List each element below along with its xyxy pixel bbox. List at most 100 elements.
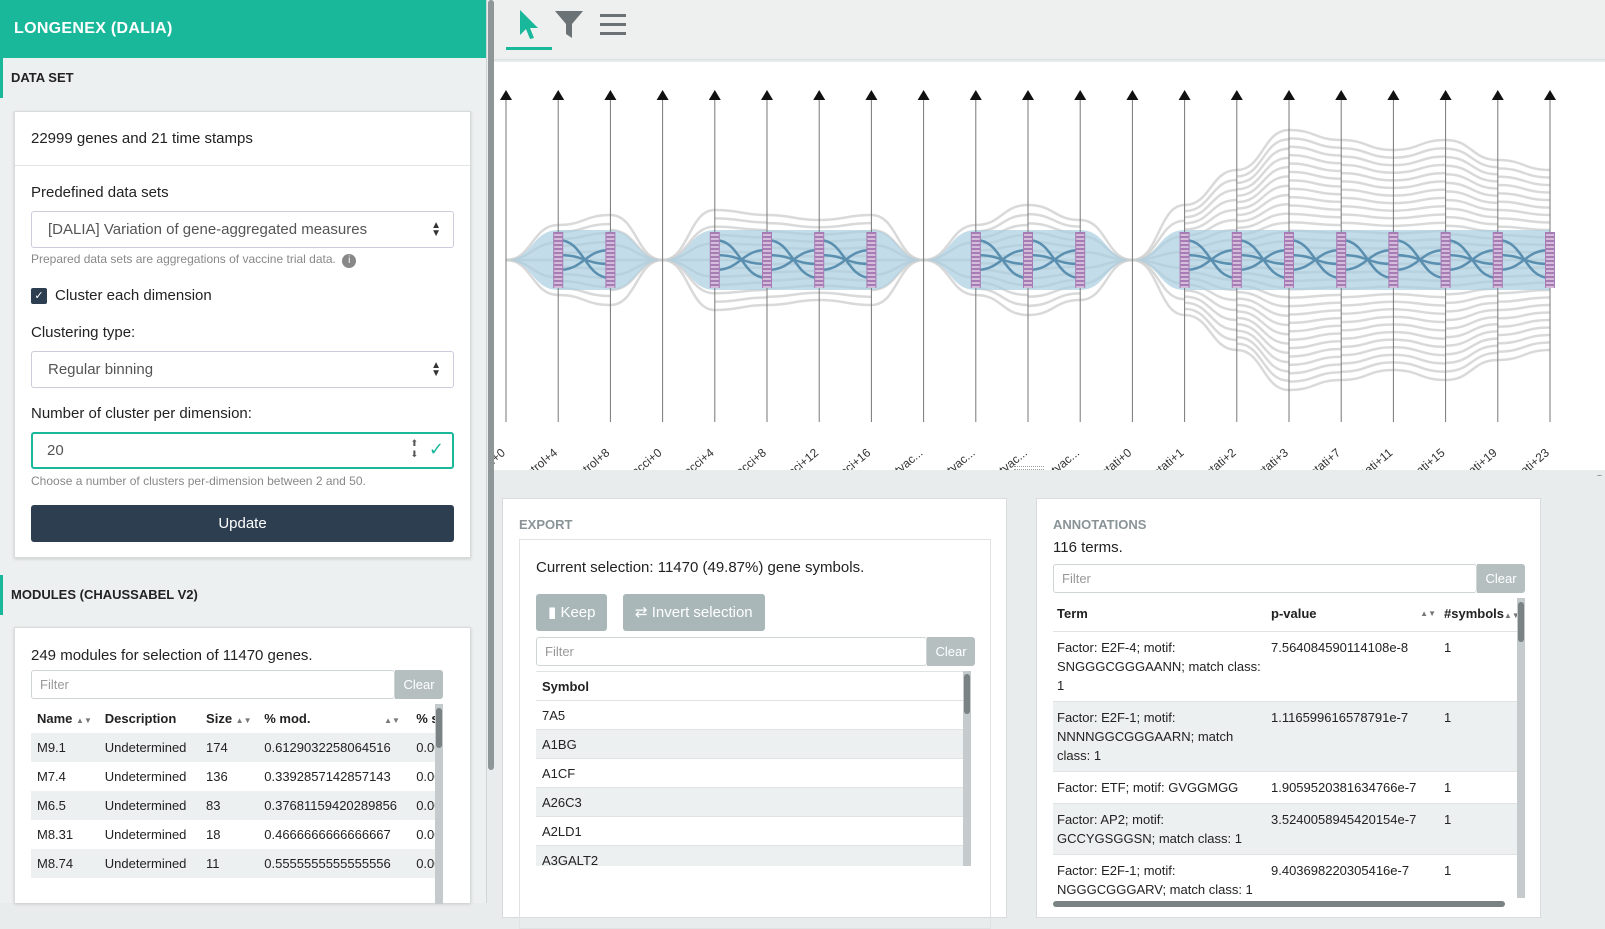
col-pvalue[interactable]: p-value▲▼ — [1267, 598, 1440, 632]
symbol-scrollbar-thumb[interactable] — [964, 674, 970, 714]
flow-link — [1393, 324, 1445, 330]
col-pct-sel[interactable]: % sel. — [410, 704, 435, 733]
col-term[interactable]: Term — [1053, 598, 1267, 632]
flow-link — [1498, 193, 1550, 200]
flow-link — [767, 223, 819, 227]
col-size[interactable]: Size ▲▼ — [200, 704, 258, 733]
sort-icon[interactable]: ▲▼ — [1504, 611, 1517, 620]
flow-link — [1498, 320, 1550, 327]
annotations-panel: ANNOTATIONS 116 terms. Filter Clear Term… — [1036, 498, 1541, 918]
modules-filter-input[interactable]: Filter — [31, 670, 395, 699]
axis-label: postati+15 — [1396, 445, 1448, 470]
cluster-node — [710, 232, 720, 288]
sort-icon[interactable]: ▲▼ — [384, 716, 400, 725]
annotations-filter-input[interactable]: Filter — [1053, 564, 1477, 593]
flow-link — [1289, 197, 1341, 202]
col-symbols[interactable]: #symbols▲▼ — [1440, 598, 1517, 632]
update-button[interactable]: Update — [31, 505, 454, 542]
num-clusters-value: 20 — [47, 442, 64, 459]
flow-link — [1393, 302, 1445, 306]
modules-clear-button[interactable]: Clear — [395, 670, 443, 699]
annotations-scrollbar-thumb[interactable] — [1518, 602, 1524, 642]
flow-link — [819, 293, 871, 297]
modules-scrollbar-thumb[interactable] — [436, 708, 442, 748]
axis-arrow-icon — [709, 90, 721, 100]
table-row[interactable]: Factor: E2F-4; motif: SNGGGCGGGAANN; mat… — [1053, 632, 1517, 702]
predefined-select[interactable]: [DALIA] Variation of gene-aggregated mea… — [31, 211, 454, 248]
flow-link — [1289, 349, 1341, 356]
flow-link — [1028, 300, 1080, 315]
flow-link — [1393, 294, 1445, 297]
cluster-node — [866, 232, 876, 288]
annotations-hscrollbar[interactable] — [1053, 901, 1505, 907]
list-item[interactable]: A2LD1 — [536, 817, 963, 846]
sort-icon[interactable]: ▲▼ — [1420, 604, 1436, 623]
flow-link — [1289, 205, 1341, 209]
col-description[interactable]: Description — [99, 704, 200, 733]
cluster-node — [814, 232, 824, 288]
flow-link — [819, 300, 871, 305]
keep-button[interactable]: ▮ Keep — [536, 594, 607, 631]
num-clusters-input[interactable]: 20 ⬆⬇ ✓ — [31, 432, 454, 469]
flow-link — [1446, 217, 1498, 224]
axis-arrow-icon — [552, 90, 564, 100]
flow-link — [1289, 357, 1341, 365]
flow-link — [715, 305, 767, 310]
axis-label: control+4 — [513, 445, 560, 470]
table-row[interactable]: Factor: E2F-1; motif: NGGGCGGGARV; match… — [1053, 855, 1517, 899]
flow-link — [1341, 294, 1393, 297]
cluster-node — [1545, 232, 1555, 288]
cluster-checkbox[interactable]: ✓ — [31, 288, 47, 304]
clustering-type-select[interactable]: Regular binning ▲▼ — [31, 351, 454, 388]
sort-icon[interactable]: ▲▼ — [76, 716, 92, 725]
cluster-node — [605, 232, 615, 288]
list-item[interactable]: A3GALT2 — [536, 846, 963, 867]
flow-link — [767, 293, 819, 297]
flow-link — [1289, 180, 1341, 186]
flow-link — [1393, 317, 1445, 322]
flow-link — [1289, 334, 1341, 340]
list-item[interactable]: A26C3 — [536, 788, 963, 817]
table-row[interactable]: Factor: E2F-1; motif: NNNNGGCGGGAARN; ma… — [1053, 702, 1517, 772]
symbol-table-wrap: Symbol 7A5 A1BG A1CF A26C3 A2LD1 A3GALT2 — [536, 671, 963, 866]
axis-label: postati+0 — [1088, 445, 1135, 470]
list-item[interactable]: 7A5 — [536, 701, 963, 730]
flow-link — [1289, 341, 1341, 348]
axis-label: vacci+8 — [728, 445, 769, 470]
hamburger-icon[interactable] — [590, 8, 636, 50]
flow-link — [1393, 340, 1445, 347]
swap-icon: ⇄ — [635, 604, 648, 621]
flow-link — [1446, 296, 1498, 303]
flow-link — [1289, 222, 1341, 225]
resize-handle[interactable] — [1014, 466, 1044, 470]
axis-arrow-icon — [604, 90, 616, 100]
axis-arrow-icon — [1231, 90, 1243, 100]
flow-link — [1393, 206, 1445, 210]
flow-link — [819, 215, 871, 220]
export-clear-button[interactable]: Clear — [927, 637, 975, 666]
col-name[interactable]: Name ▲▼ — [31, 704, 99, 733]
table-row[interactable]: Factor: AP2; motif: GCCYGSGGSN; match cl… — [1053, 804, 1517, 855]
list-item[interactable]: A1BG — [536, 730, 963, 759]
sort-icon[interactable]: ▲▼ — [236, 716, 252, 725]
annotations-clear-button[interactable]: Clear — [1477, 564, 1525, 593]
spinner-icon[interactable]: ⬆⬇ — [410, 438, 418, 460]
symbol-column-header[interactable]: Symbol — [536, 672, 963, 701]
list-item[interactable]: A1CF — [536, 759, 963, 788]
invert-selection-button[interactable]: ⇄ Invert selection — [623, 594, 765, 631]
col-pct-mod[interactable]: % mod. ▲▼ — [258, 704, 410, 733]
funnel-icon[interactable] — [546, 8, 592, 50]
axis-label: vacci+4 — [676, 445, 717, 470]
info-icon[interactable]: i — [342, 254, 356, 268]
export-filter-input[interactable]: Filter — [536, 637, 927, 666]
annotations-scrollbar[interactable] — [1517, 598, 1525, 898]
modules-table: Name ▲▼ Description Size ▲▼ % mod. ▲▼ % … — [31, 704, 435, 878]
